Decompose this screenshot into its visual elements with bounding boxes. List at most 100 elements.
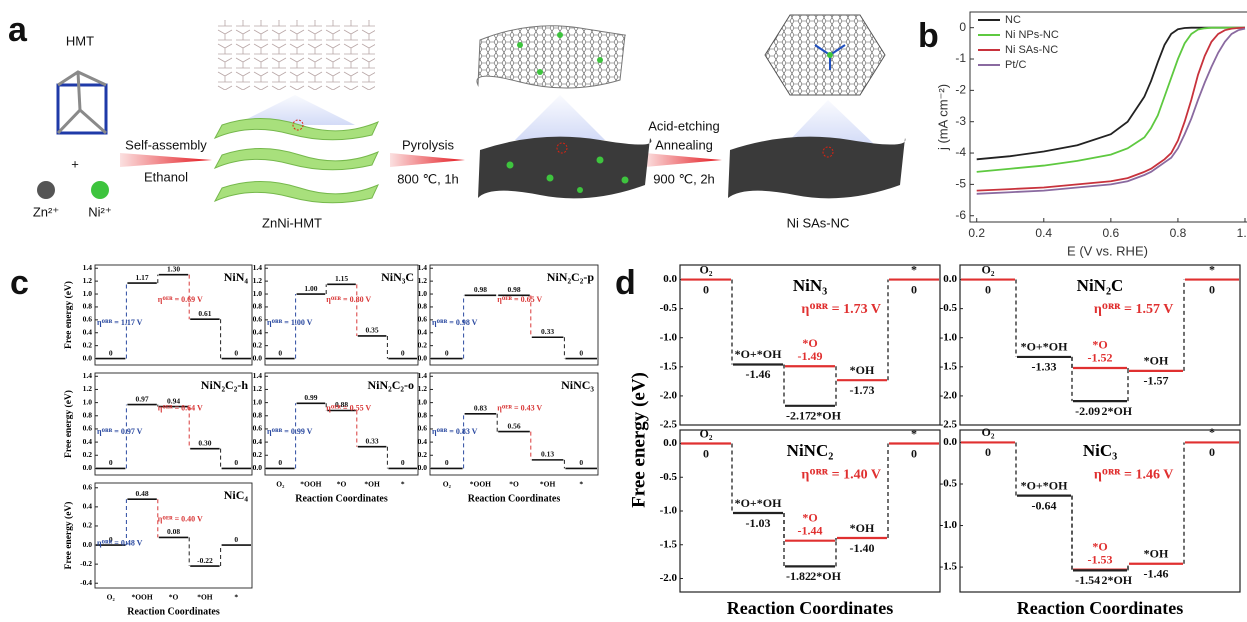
value-label: -1.82	[786, 569, 811, 583]
value-label: -1.54	[1075, 573, 1100, 587]
panel-label: a	[8, 11, 28, 49]
value-label: 0.13	[541, 450, 554, 459]
data-line	[976, 26, 1245, 173]
y-tick-label: -1.0	[660, 331, 678, 343]
y-tick-label: 1.2	[83, 276, 93, 285]
annotation: ηᴼᴱᴿ = 0.55 V	[326, 404, 371, 413]
annotation: ηᴼᴿᴿ = 0.83 V	[432, 427, 478, 436]
y-tick-label: 0.4	[253, 327, 263, 336]
chart-title: NiN₂C	[1077, 276, 1124, 295]
y-tick-label: -0.5	[660, 471, 678, 483]
annotation: ηᴼᴿᴿ = 1.17 V	[97, 318, 143, 327]
value-label: 0	[109, 458, 113, 467]
x-tick-label: 0.6	[1103, 226, 1120, 240]
level-label: O₂	[700, 426, 713, 440]
y-tick-label: 0.2	[253, 340, 263, 349]
level-label: *O	[802, 336, 817, 350]
level-label: *O+*OH	[735, 347, 783, 361]
value-label: 0	[579, 348, 583, 357]
value-label: -2.09	[1075, 404, 1100, 418]
value-label: -1.57	[1144, 374, 1169, 388]
label: ZnNi-HMT	[262, 215, 322, 230]
level-label: 2*OH	[1101, 573, 1132, 587]
panel-label: d	[615, 264, 636, 302]
x-tick-label: *OH	[364, 480, 380, 489]
x-tick-label: *	[579, 480, 583, 489]
value-label: 0	[445, 458, 449, 467]
y-tick-label: -2.5	[660, 419, 678, 431]
y-tick-label: 0.2	[83, 450, 93, 459]
y-tick-label: 0.4	[83, 502, 93, 511]
value-label: 0	[278, 348, 282, 357]
level-label: *OH	[1144, 547, 1169, 561]
label: 800 ℃, 1h	[397, 171, 459, 186]
x-tick-label: 0.8	[1170, 226, 1187, 240]
y-tick-label: 0.4	[83, 437, 93, 446]
annotation: ηᴼᴱᴿ = 0.80 V	[326, 295, 371, 304]
level-label: *O+*OH	[1021, 340, 1069, 354]
value-label: 0.99	[304, 393, 317, 402]
x-axis-label: Reaction Coordinates	[127, 606, 220, 617]
y-axis-label: Free energy (eV)	[63, 281, 74, 349]
y-tick-label: 0.0	[83, 463, 93, 472]
y-tick-label: 0.0	[83, 540, 93, 549]
x-tick-label: *O	[169, 593, 179, 602]
y-tick-label: -1.0	[940, 519, 958, 531]
y-tick-label: 0.2	[83, 521, 93, 530]
y-tick-label: 1.2	[418, 276, 428, 285]
chart-title: NiN₄	[224, 270, 249, 284]
label: 900 ℃, 2h	[653, 171, 715, 186]
y-tick-label: -1.5	[660, 360, 678, 372]
y-tick-label: 0.8	[253, 302, 263, 311]
y-axis-label: Free energy (eV)	[63, 390, 74, 458]
annotation: ηᴼᴱᴿ = 0.40 V	[158, 515, 203, 524]
y-tick-label: 0.4	[83, 327, 93, 336]
label: HMT	[66, 33, 94, 48]
value-label: 0.94	[167, 396, 180, 405]
y-tick-label: -4	[955, 145, 966, 159]
level-label: O₂	[700, 262, 713, 276]
annotation: ηᴼᴿᴿ = 0.97 V	[97, 427, 143, 436]
y-tick-label: 1.4	[418, 371, 428, 380]
value-label: -1.40	[850, 541, 875, 555]
chart-title: NiN₂C₂-o	[367, 378, 414, 392]
value-label: 0.97	[136, 394, 149, 403]
annotation: ηᴼᴿᴿ = 1.00 V	[267, 318, 313, 327]
y-axis-label: Free energy (eV)	[63, 502, 74, 570]
level-label: *OH	[850, 363, 875, 377]
x-tick-label: *OOH	[300, 480, 321, 489]
value-label: 0.33	[366, 436, 379, 445]
chart-title: NiNC₂	[787, 441, 834, 460]
value-label: 0	[109, 348, 113, 357]
value-label: 0.30	[198, 438, 211, 447]
value-label: 0.98	[474, 285, 487, 294]
chart-title: NiN₃	[793, 276, 827, 295]
annotation: ηᴼᴱᴿ = 0.65 V	[497, 295, 542, 304]
y-tick-label: 0.4	[253, 437, 263, 446]
value-label: 1.15	[335, 274, 348, 283]
legend-label: Ni SAs-NC	[1005, 44, 1058, 56]
value-label: -1.46	[746, 367, 771, 381]
plot-frame	[959, 429, 1241, 593]
label: Ethanol	[144, 169, 188, 184]
level-label: 2*OH	[1101, 404, 1132, 418]
plot-frame	[969, 11, 1247, 223]
y-tick-label: 0.8	[253, 410, 263, 419]
value-label: 0	[985, 445, 991, 459]
x-tick-label: O₂	[107, 593, 116, 602]
value-label: -1.73	[850, 383, 875, 397]
x-axis-label: Reaction Coordinates	[295, 493, 388, 504]
value-label: -1.33	[1032, 360, 1057, 374]
y-tick-label: 0.0	[253, 463, 263, 472]
y-tick-label: 0.2	[418, 340, 428, 349]
value-label: 0	[911, 446, 917, 460]
label: Acid-etching	[648, 118, 720, 133]
label: Pyrolysis	[402, 137, 455, 152]
chart-title: NiN₃C	[381, 270, 414, 284]
y-tick-label: 0.2	[253, 450, 263, 459]
value-label: -1.03	[746, 516, 771, 530]
chart-title: NiC₄	[224, 488, 249, 502]
x-tick-label: *	[401, 480, 405, 489]
y-tick-label: -1.0	[940, 331, 958, 343]
y-tick-label: 0.8	[418, 410, 428, 419]
